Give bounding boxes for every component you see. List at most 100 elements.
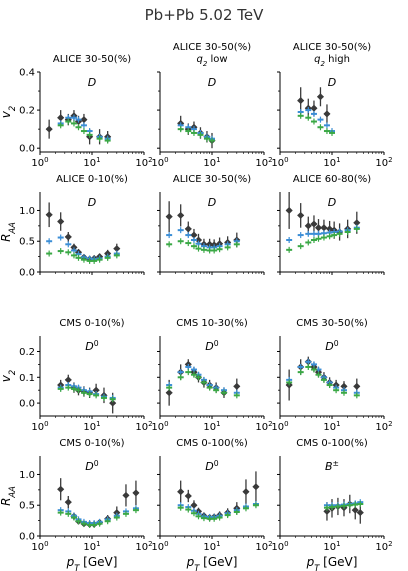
x-axis-label: pT [GeV] bbox=[186, 555, 238, 571]
panel-2-1: CMS 10-30(%) 100 101 102 D0 bbox=[151, 318, 272, 433]
data-point bbox=[316, 93, 324, 101]
panel-subtitle: ALICE 30-50(%) bbox=[293, 42, 371, 53]
x-tick-label: 102 bbox=[255, 540, 272, 553]
particle-label: B± bbox=[325, 459, 339, 474]
data-point bbox=[165, 389, 173, 397]
x-tick-label: 101 bbox=[203, 540, 220, 553]
data-point bbox=[190, 231, 198, 239]
data-point bbox=[356, 509, 364, 517]
data-point bbox=[45, 211, 53, 219]
data-point bbox=[184, 225, 192, 233]
data-point bbox=[113, 245, 121, 253]
panel-subtitle: ALICE 30-50(%) bbox=[53, 54, 131, 65]
y-tick-label: 0.0 bbox=[19, 532, 35, 543]
particle-label: D0 bbox=[205, 339, 218, 354]
data-point bbox=[252, 483, 260, 491]
data-point bbox=[177, 488, 185, 496]
x-tick-label: 100 bbox=[271, 420, 288, 433]
data-point bbox=[320, 224, 328, 232]
data-point bbox=[323, 110, 331, 118]
data-point bbox=[304, 222, 312, 230]
x-tick-label: 101 bbox=[323, 156, 340, 169]
panel-subtitle-line2: q2 low bbox=[196, 54, 227, 68]
data-point bbox=[314, 224, 323, 232]
data-point bbox=[323, 507, 331, 515]
panel-subtitle: CMS 0-10(%) bbox=[59, 438, 124, 449]
x-tick-label: 102 bbox=[375, 156, 392, 169]
data-point bbox=[310, 104, 318, 112]
data-point bbox=[80, 116, 88, 124]
x-tick-label: 101 bbox=[203, 156, 220, 169]
panel-0-2: ALICE 30-50(%)q2 high 100 101 102 D bbox=[271, 42, 392, 169]
x-tick-label: 102 bbox=[135, 156, 152, 169]
y-tick-label: 1.0 bbox=[19, 470, 35, 481]
panel-subtitle: CMS 10-30(%) bbox=[176, 318, 248, 329]
y-axis-label: RAA bbox=[0, 222, 17, 242]
panel-subtitle: ALICE 30-50(%) bbox=[173, 174, 251, 185]
particle-label: D0 bbox=[205, 459, 218, 474]
x-tick-label: 101 bbox=[323, 420, 340, 433]
panel-2-2: CMS 30-50(%) 100 101 102 D0 bbox=[271, 318, 392, 433]
data-point bbox=[64, 233, 72, 241]
panel-1-1: ALICE 30-50(%) D bbox=[157, 174, 265, 275]
x-tick-label: 100 bbox=[151, 540, 168, 553]
data-point bbox=[340, 382, 348, 390]
panel-subtitle: ALICE 0-10(%) bbox=[56, 174, 128, 185]
panel-3-1: CMS 0-100(%) 100 101 102 pT [GeV] D0 bbox=[151, 438, 272, 571]
data-point bbox=[92, 386, 100, 394]
particle-label: D bbox=[328, 76, 336, 89]
y-tick-label: 0.5 bbox=[19, 237, 35, 248]
data-point bbox=[177, 211, 185, 219]
x-tick-label: 102 bbox=[255, 156, 272, 169]
y-axis-label: RAA bbox=[0, 486, 17, 506]
panel-subtitle: CMS 0-100(%) bbox=[296, 438, 368, 449]
y-axis-label: v2 bbox=[0, 106, 17, 118]
data-point bbox=[184, 492, 192, 500]
x-tick-label: 102 bbox=[255, 420, 272, 433]
data-point bbox=[285, 206, 293, 214]
figure-title: Pb+Pb 5.02 TeV bbox=[145, 6, 264, 24]
x-tick-label: 100 bbox=[151, 156, 168, 169]
data-point bbox=[353, 219, 361, 227]
data-point bbox=[64, 376, 72, 384]
data-point bbox=[310, 220, 318, 228]
x-tick-label: 102 bbox=[135, 540, 152, 553]
particle-label: D0 bbox=[85, 459, 98, 474]
data-point bbox=[190, 501, 198, 509]
data-point bbox=[165, 213, 173, 221]
data-point bbox=[194, 236, 203, 244]
panel-subtitle: ALICE 60-80(%) bbox=[293, 174, 371, 185]
particle-label: D bbox=[328, 196, 336, 209]
panel-subtitle-line2: q2 high bbox=[314, 54, 350, 68]
data-point bbox=[57, 485, 65, 493]
data-point bbox=[70, 243, 78, 251]
particle-label: D0 bbox=[325, 339, 338, 354]
data-point bbox=[297, 97, 305, 105]
data-point bbox=[113, 509, 121, 517]
data-point bbox=[242, 488, 250, 496]
data-point bbox=[206, 240, 214, 248]
x-tick-label: 100 bbox=[151, 420, 168, 433]
data-point bbox=[122, 491, 130, 499]
panel-1-2: ALICE 60-80(%) D bbox=[277, 174, 385, 275]
x-tick-label: 101 bbox=[83, 156, 100, 169]
data-point bbox=[351, 506, 359, 514]
data-point bbox=[45, 125, 53, 133]
y-tick-label: 0.0 bbox=[19, 268, 35, 279]
y-tick-label: 0.4 bbox=[19, 68, 35, 79]
y-tick-label: 0.2 bbox=[19, 347, 35, 358]
panel-0-0: ALICE 30-50(%) 0.0 0.2 0.4 100 101 102 v2 D bbox=[0, 54, 153, 169]
x-tick-label: 101 bbox=[83, 540, 100, 553]
x-tick-label: 101 bbox=[83, 420, 100, 433]
particle-label: D bbox=[88, 196, 96, 209]
x-tick-label: 101 bbox=[203, 420, 220, 433]
x-tick-label: 102 bbox=[135, 420, 152, 433]
data-point bbox=[132, 489, 140, 497]
x-tick-label: 101 bbox=[323, 540, 340, 553]
y-tick-label: 0.0 bbox=[19, 399, 35, 410]
y-tick-label: 0.5 bbox=[19, 501, 35, 512]
particle-label: D0 bbox=[85, 339, 98, 354]
